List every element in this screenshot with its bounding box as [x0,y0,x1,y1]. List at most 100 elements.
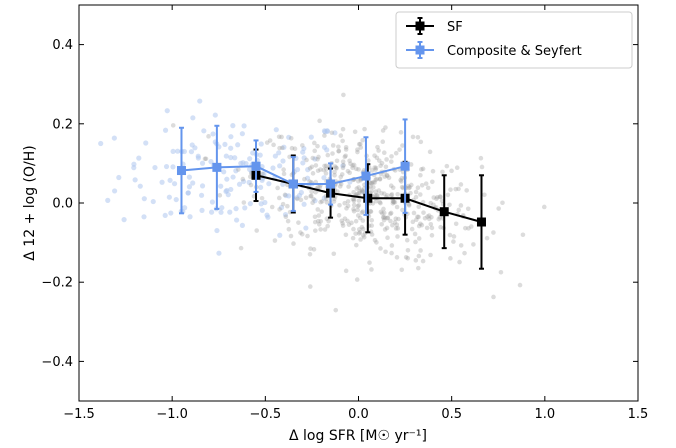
sf-background-point [388,211,393,217]
sf-background-point [418,172,423,178]
composite-background-point [188,149,195,155]
sf-background-point [380,139,386,145]
sf-background-point [379,211,385,216]
composite-background-point [216,250,222,256]
composite-background-point [121,217,127,223]
sf-background-point [353,166,359,172]
sf-background-point [356,185,362,190]
composite-background-point [321,175,327,181]
sf-background-point [357,229,363,235]
composite-background-point [174,148,181,154]
sf-background-point [349,220,354,226]
composite-background-point [201,128,207,134]
sf-background-point [326,218,331,224]
sf-background-point [415,214,420,220]
sf-background-point [383,249,388,255]
legend-marker [415,45,425,55]
sf-background-point [458,182,464,187]
composite-background-point [247,201,253,207]
composite-background-point [185,190,191,196]
sf-background-point [369,267,374,272]
sf-background-point [403,255,409,260]
sf-background-point [283,214,289,219]
sf-background-point [447,202,452,208]
y-axis-label: Δ 12 + log (O/H) [22,145,38,260]
sf-background-point [406,183,411,189]
sf-background-point [296,220,301,225]
sf-background-point [241,200,247,205]
composite-background-point [239,222,245,228]
sf-background-point [418,221,423,227]
sf-background-point [247,174,253,180]
composite-background-point [282,211,289,218]
sf-background-point [390,198,396,204]
sf-background-point [379,160,385,166]
sf-background-point [276,134,282,140]
sf-background-point [388,159,394,164]
sf-background-point [324,166,329,172]
sf-background-point [419,182,425,188]
sf-background-point [315,143,320,149]
sf-background-point [465,206,471,212]
sf-background-point [462,250,467,256]
sf-background-point [451,239,456,244]
sf-background-point [343,147,349,152]
sf-background-point [356,190,362,196]
sf-background-point [285,218,291,224]
sf-background-point [332,173,337,178]
sf-background-point [393,150,399,156]
sf-background-point [381,210,387,216]
sf-background-point [217,193,223,198]
legend-label: Composite & Seyfert [447,44,582,59]
sf-background-point [456,207,462,213]
composite-background-point [186,174,193,180]
sf-background-point [356,203,362,208]
sf-background-point [428,252,433,258]
sf-background-point [341,162,346,168]
composite-background-point [136,155,142,161]
sf-background-point [334,158,340,164]
sf-background-point [355,213,361,218]
sf-background-point [385,193,390,198]
sf-background-point [440,169,445,175]
sf-background-point [377,199,383,205]
sf-background-point [405,255,411,261]
sf-background-point [400,143,405,148]
y-tick-label: 0.0 [52,197,73,212]
sf-background-point [316,213,322,218]
composite-background-point [159,179,165,185]
sf-background-point [350,196,356,202]
sf-background-point [323,171,329,176]
sf-background-point [462,225,468,231]
composite-background-point [166,194,172,200]
sf-background-point [170,123,176,128]
sf-background-point [329,130,335,136]
sf-background-point [496,206,501,211]
sf-background-point [236,167,241,172]
sf-background-point [311,196,316,202]
sf-background-point [406,201,412,207]
sf-background-point [337,202,342,208]
sf-background-point [313,228,318,233]
sf-background-point [346,184,351,189]
composite-background-point [143,140,149,146]
sf-background-point [360,218,366,223]
sf-background-point [357,215,363,221]
sf-background-point [332,164,338,169]
sf-background-point [376,158,382,163]
sf-background-point [415,185,421,191]
sf-background-point [423,181,429,186]
sf-background-point [381,191,387,197]
sf-background-point [333,165,339,170]
composite-background-point [168,210,174,216]
sf-background-point [315,156,320,162]
composite-background-point [164,108,170,114]
sf-background-point [425,214,430,219]
sf-background-point [288,135,294,141]
sf-background-point [276,195,282,201]
sf-background-point [312,214,318,220]
sf-background-point [351,196,357,202]
sf-background-point [340,159,346,164]
sf-background-point [500,200,505,206]
composite-background-point [247,166,253,172]
